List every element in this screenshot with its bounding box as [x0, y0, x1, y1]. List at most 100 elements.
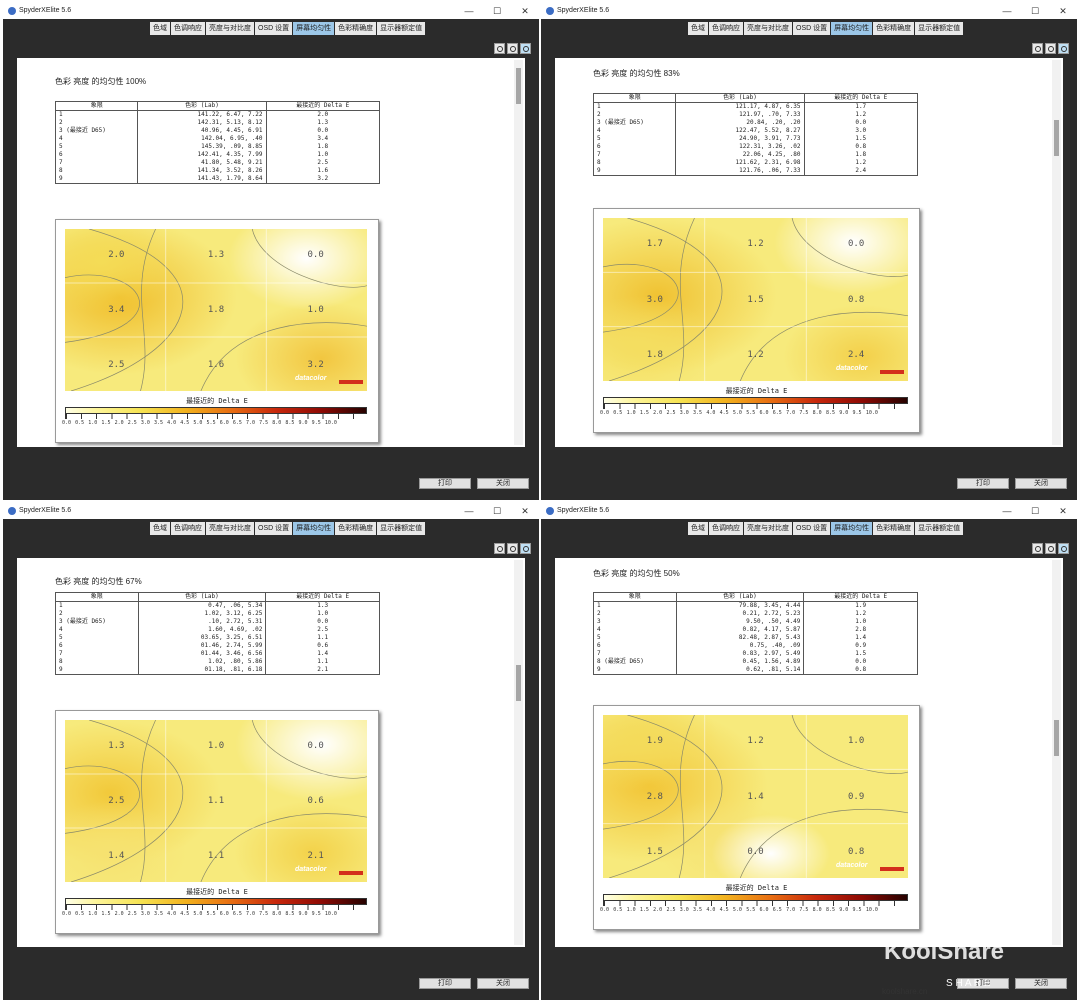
print-button[interactable]: 打印 — [419, 978, 471, 989]
report-viewer[interactable]: 色彩 亮度 的均匀性 100% 象限 色彩 (Lab) 最接近的 Delta E… — [17, 58, 525, 447]
tab-display-rating[interactable]: 显示器额定值 — [377, 522, 426, 535]
maximize-button[interactable]: ☐ — [492, 6, 502, 16]
tab-screen-uniformity[interactable]: 屏幕均匀性 — [293, 22, 335, 35]
quadrant-cell: 2 — [54, 119, 139, 127]
heatmap-value: 2.5 — [108, 360, 125, 371]
tab-brightness-contrast[interactable]: 亮度与对比度 — [206, 22, 254, 35]
close-button[interactable]: 关闭 — [1015, 978, 1067, 989]
scrollbar-thumb[interactable] — [516, 665, 521, 701]
print-button[interactable]: 打印 — [957, 978, 1009, 989]
scrollbar-thumb[interactable] — [1054, 720, 1059, 756]
report-viewer[interactable]: 色彩 亮度 的均匀性 50% 象限 色彩 (Lab) 最接近的 Delta E … — [555, 558, 1063, 947]
tab-gamut[interactable]: 色域 — [150, 22, 170, 35]
tab-tone-response[interactable]: 色调响应 — [709, 22, 743, 35]
tab-gamut[interactable]: 色域 — [150, 522, 170, 535]
scrollbar-thumb[interactable] — [1054, 120, 1059, 156]
tab-osd-settings[interactable]: OSD 设置 — [793, 522, 831, 535]
close-window-button[interactable]: ✕ — [1059, 6, 1067, 16]
vertical-scrollbar[interactable] — [514, 60, 523, 445]
tab-display-rating[interactable]: 显示器额定值 — [915, 22, 964, 35]
heatmap-value: 3.2 — [307, 360, 324, 371]
zoom-in-icon[interactable] — [1032, 543, 1043, 554]
window-title: SpyderXElite 5.6 — [19, 7, 72, 14]
zoom-in-icon[interactable] — [494, 543, 505, 554]
lab-cell: 1.60, 4.69, .02 — [137, 626, 267, 634]
zoom-out-icon[interactable] — [1045, 543, 1056, 554]
tab-color-accuracy[interactable]: 色彩精确度 — [335, 522, 377, 535]
lab-cell: 0.62, .81, 5.14 — [675, 666, 805, 675]
maximize-button[interactable]: ☐ — [1030, 506, 1040, 516]
maximize-button[interactable]: ☐ — [492, 506, 502, 516]
heatmap-blob — [235, 301, 367, 391]
minimize-button[interactable]: — — [464, 506, 474, 516]
zoom-fit-icon[interactable] — [520, 543, 531, 554]
vertical-scrollbar[interactable] — [514, 560, 523, 945]
zoom-out-icon[interactable] — [1045, 43, 1056, 54]
print-button[interactable]: 打印 — [957, 478, 1009, 489]
table-row: 3 9.50, .50, 4.49 1.0 — [593, 618, 918, 626]
contour-line — [251, 229, 367, 288]
quadrant-cell: 1 — [55, 601, 139, 610]
lab-cell: 22.06, 4.25, .80 — [675, 151, 805, 159]
zoom-out-icon[interactable] — [507, 43, 518, 54]
tab-tone-response[interactable]: 色调响应 — [171, 522, 205, 535]
minimize-button[interactable]: — — [1002, 6, 1012, 16]
tab-brightness-contrast[interactable]: 亮度与对比度 — [744, 22, 792, 35]
vertical-scrollbar[interactable] — [1052, 560, 1061, 945]
zoom-in-icon[interactable] — [1032, 43, 1043, 54]
tab-color-accuracy[interactable]: 色彩精确度 — [873, 22, 915, 35]
close-window-button[interactable]: ✕ — [521, 6, 529, 16]
close-window-button[interactable]: ✕ — [1059, 506, 1067, 516]
report-viewer[interactable]: 色彩 亮度 的均匀性 83% 象限 色彩 (Lab) 最接近的 Delta E … — [555, 58, 1063, 447]
close-window-button[interactable]: ✕ — [521, 506, 529, 516]
tab-osd-settings[interactable]: OSD 设置 — [255, 522, 293, 535]
tab-gamut[interactable]: 色域 — [688, 522, 708, 535]
minimize-button[interactable]: — — [1002, 506, 1012, 516]
tab-osd-settings[interactable]: OSD 设置 — [793, 22, 831, 35]
maximize-button[interactable]: ☐ — [1030, 6, 1040, 16]
vertical-scrollbar[interactable] — [1052, 60, 1061, 445]
tab-screen-uniformity[interactable]: 屏幕均匀性 — [831, 22, 873, 35]
zoom-fit-icon[interactable] — [1058, 43, 1069, 54]
watermark-brand: KoolShare — [884, 938, 1005, 965]
legend-title: 最接近的 Delta E — [186, 397, 248, 405]
lab-cell: 145.39, .09, 8.85 — [137, 143, 267, 151]
tab-osd-settings[interactable]: OSD 设置 — [255, 22, 293, 35]
contour-line — [678, 715, 695, 878]
tab-color-accuracy[interactable]: 色彩精确度 — [873, 522, 915, 535]
zoom-out-icon[interactable] — [507, 543, 518, 554]
delta-e-cell: 1.1 — [265, 634, 380, 642]
zoom-fit-icon[interactable] — [1058, 543, 1069, 554]
heatmap-value: 0.0 — [307, 250, 324, 261]
print-button[interactable]: 打印 — [419, 478, 471, 489]
tab-display-rating[interactable]: 显示器额定值 — [377, 22, 426, 35]
tab-tone-response[interactable]: 色调响应 — [171, 22, 205, 35]
tab-brightness-contrast[interactable]: 亮度与对比度 — [744, 522, 792, 535]
tab-gamut[interactable]: 色域 — [688, 22, 708, 35]
tab-color-accuracy[interactable]: 色彩精确度 — [335, 22, 377, 35]
report-title: 色彩 亮度 的均匀性 83% — [593, 69, 680, 78]
zoom-in-icon[interactable] — [494, 43, 505, 54]
delta-e-cell: 2.0 — [265, 110, 381, 119]
heatmap-value: 3.4 — [108, 305, 125, 316]
scrollbar-thumb[interactable] — [516, 68, 521, 104]
close-button[interactable]: 关闭 — [1015, 478, 1067, 489]
legend-ticks — [603, 404, 909, 409]
tab-display-rating[interactable]: 显示器额定值 — [915, 522, 964, 535]
uniformity-map-card: 2.0 1.3 0.0 3.4 1.8 1.0 2.5 1.6 3.2 datacolor 最接… — [55, 219, 379, 443]
report-viewer[interactable]: 色彩 亮度 的均匀性 67% 象限 色彩 (Lab) 最接近的 Delta E … — [17, 558, 525, 947]
contour-line — [140, 229, 156, 391]
zoom-fit-icon[interactable] — [520, 43, 531, 54]
tab-screen-uniformity[interactable]: 屏幕均匀性 — [293, 522, 335, 535]
table-row: 2 0.21, 2.72, 5.23 1.2 — [593, 610, 918, 618]
tab-brightness-contrast[interactable]: 亮度与对比度 — [206, 522, 254, 535]
tab-tone-response[interactable]: 色调响应 — [709, 522, 743, 535]
tab-screen-uniformity[interactable]: 屏幕均匀性 — [831, 522, 873, 535]
lab-cell: .10, 2.72, 5.31 — [137, 618, 267, 626]
table-row: 5 82.48, 2.87, 5.43 1.4 — [593, 634, 918, 642]
lab-cell: 0.21, 2.72, 5.23 — [675, 610, 805, 618]
minimize-button[interactable]: — — [464, 6, 474, 16]
close-button[interactable]: 关闭 — [477, 978, 529, 989]
close-button[interactable]: 关闭 — [477, 478, 529, 489]
lab-cell: 0.83, 2.97, 5.49 — [675, 650, 805, 658]
